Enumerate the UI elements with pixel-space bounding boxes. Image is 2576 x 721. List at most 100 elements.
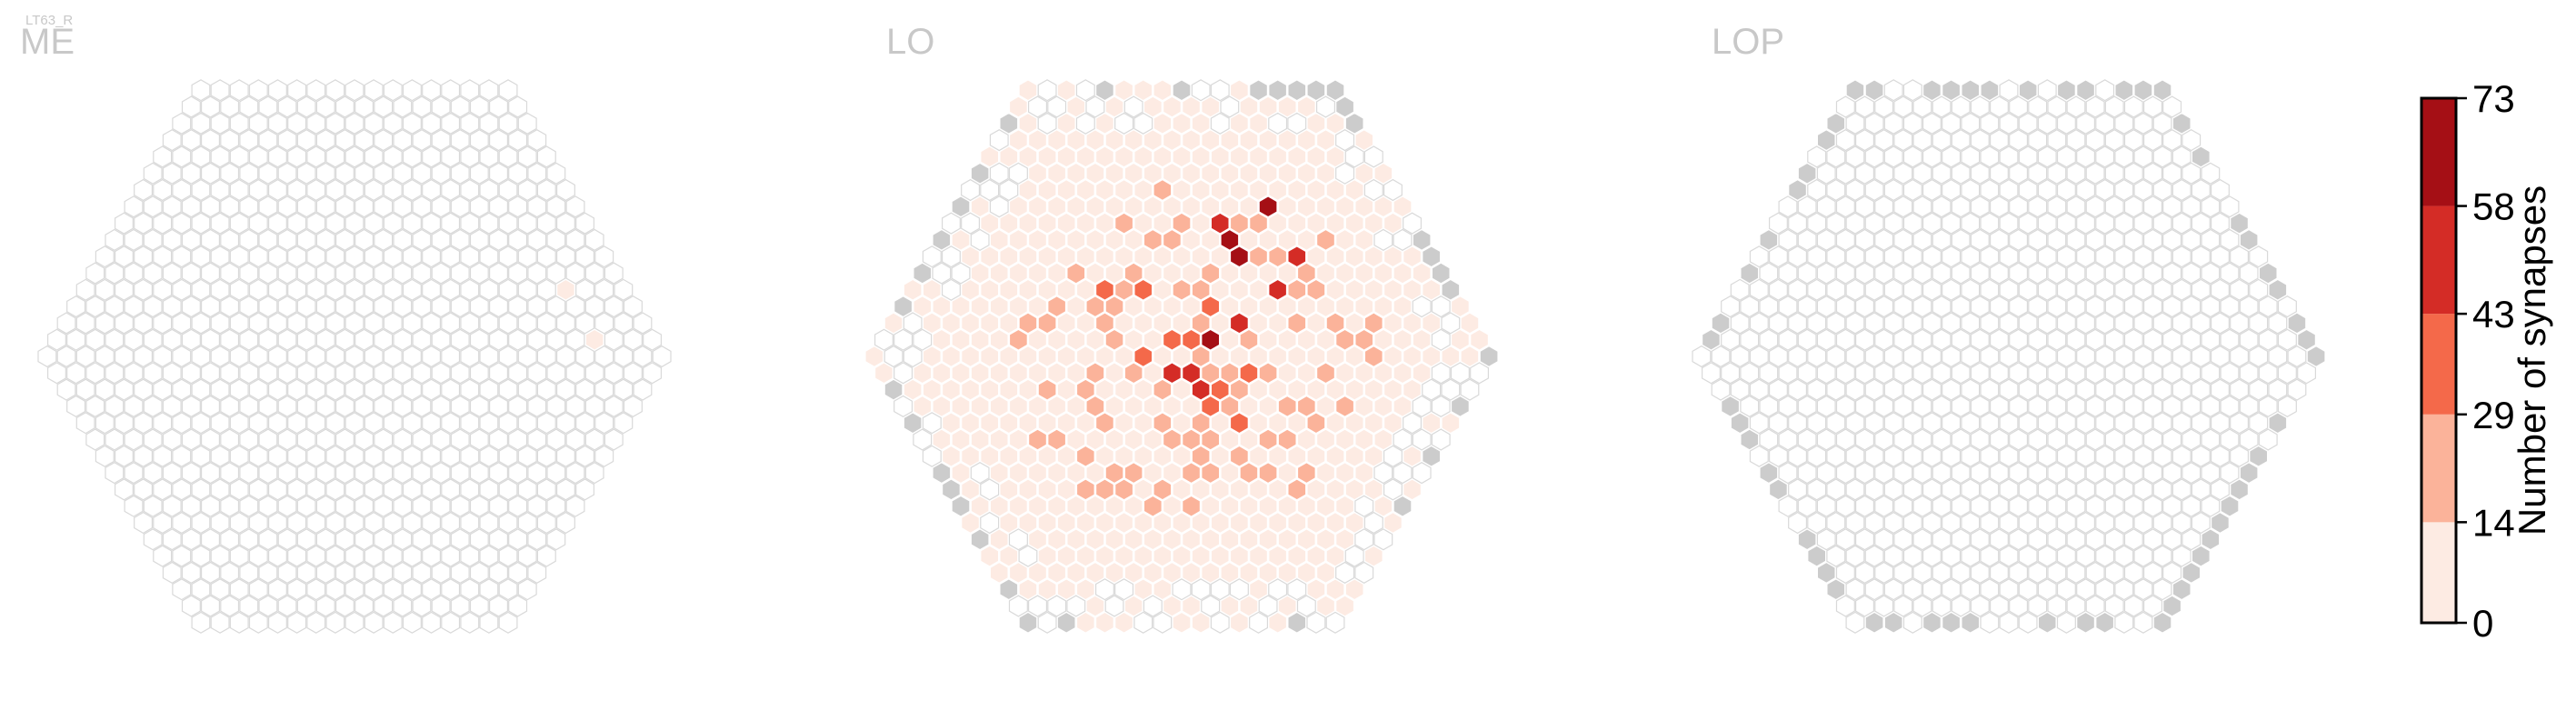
hex-column	[2152, 378, 2172, 401]
hex-column	[1768, 278, 1788, 301]
hex-column	[1296, 428, 1316, 451]
hex-column	[1797, 428, 1817, 451]
panel-title-me: ME	[20, 22, 75, 62]
hex-column	[402, 312, 422, 335]
hex-column	[2123, 395, 2143, 417]
hex-column	[1711, 312, 1731, 335]
hex-column	[1999, 212, 2019, 235]
hex-column	[1864, 345, 1884, 368]
hex-column	[1980, 112, 2000, 135]
hex-column	[402, 445, 422, 467]
hex-column	[1970, 362, 1990, 385]
hex-column	[172, 145, 192, 168]
hex-column	[1961, 312, 1981, 335]
hex-column	[1922, 178, 1942, 202]
hex-column	[95, 412, 115, 435]
hex-column	[2123, 328, 2143, 351]
hex-column	[2114, 445, 2134, 467]
hex-column	[1258, 561, 1278, 584]
hex-column	[1153, 278, 1173, 301]
hex-column	[1951, 395, 1971, 417]
hex-column	[565, 428, 585, 451]
hex-column	[1835, 595, 1855, 617]
hex-column	[1114, 511, 1134, 535]
hex-column	[134, 312, 153, 335]
hex-column	[1191, 245, 1211, 268]
hex-column	[1431, 362, 1451, 385]
hex-column	[1239, 162, 1259, 185]
hex-column	[1902, 312, 1922, 335]
hex-column	[153, 312, 173, 335]
hex-column	[374, 561, 394, 584]
hex-column	[1441, 378, 1461, 401]
hex-column	[1210, 412, 1230, 435]
hex-column	[143, 395, 163, 417]
hex-column	[450, 262, 470, 285]
hex-column	[412, 129, 432, 152]
hex-column	[527, 495, 547, 517]
hex-column	[1980, 412, 2000, 435]
hex-column	[2095, 611, 2115, 634]
hex-column	[1788, 378, 1808, 401]
hex-column	[2162, 328, 2182, 351]
hex-column	[1942, 611, 1962, 634]
hex-column	[1980, 545, 2000, 567]
hex-column	[1114, 412, 1134, 435]
hex-column	[1153, 112, 1173, 135]
hex-column	[1162, 428, 1182, 451]
hex-column	[1153, 212, 1173, 235]
hex-column	[1229, 412, 1249, 435]
hex-column	[162, 129, 182, 152]
hex-column	[2076, 345, 2095, 368]
hex-column	[1383, 178, 1403, 202]
hex-column	[1085, 561, 1105, 584]
hex-column	[1047, 528, 1067, 551]
hex-column	[1807, 312, 1827, 335]
hex-column	[1201, 262, 1221, 285]
hex-column	[393, 129, 413, 152]
hex-column	[1883, 145, 1903, 168]
hex-column	[2239, 395, 2259, 417]
hex-column	[2056, 412, 2076, 435]
hex-column	[1373, 462, 1393, 485]
hex-column	[1816, 228, 1836, 251]
hex-column	[980, 478, 1000, 501]
hex-column	[2085, 295, 2105, 318]
hex-column	[1229, 378, 1249, 401]
hex-column	[325, 245, 345, 268]
hex-column	[1759, 295, 1779, 318]
hex-column	[479, 79, 499, 102]
hex-column	[315, 328, 335, 351]
hex-column	[1201, 95, 1221, 118]
hex-column	[422, 445, 441, 467]
hex-column	[229, 445, 249, 467]
hex-column	[306, 545, 326, 567]
hex-column	[2056, 79, 2076, 102]
hex-column	[2085, 595, 2105, 617]
hex-column	[1990, 195, 2009, 218]
hex-column	[527, 162, 547, 185]
hex-column	[354, 129, 374, 152]
hex-column	[2114, 212, 2134, 235]
hex-column	[980, 212, 1000, 235]
hex-column	[1942, 212, 1962, 235]
hex-column	[306, 378, 326, 401]
hex-column	[1999, 611, 2019, 634]
hex-column	[1277, 262, 1297, 285]
hex-column	[2104, 495, 2124, 517]
hex-column	[450, 561, 470, 584]
hex-column	[1835, 362, 1855, 385]
hex-column	[364, 178, 384, 202]
hex-column	[1191, 212, 1211, 235]
hex-column	[1306, 545, 1326, 567]
hex-column	[1816, 162, 1836, 185]
hex-column	[1114, 378, 1134, 401]
hex-column	[374, 328, 394, 351]
hex-column	[913, 328, 933, 351]
hex-column	[1422, 445, 1442, 467]
hex-column	[422, 178, 441, 202]
hex-column	[239, 495, 259, 517]
hex-column	[85, 395, 105, 417]
hex-column	[1172, 145, 1192, 168]
hex-column	[306, 511, 326, 535]
